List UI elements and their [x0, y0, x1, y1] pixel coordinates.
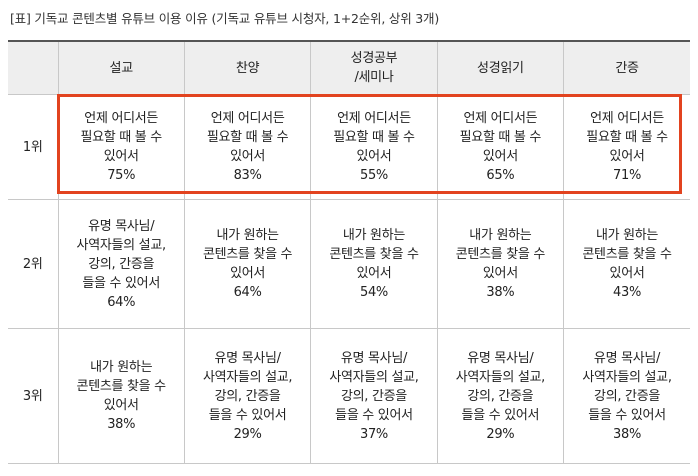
table-cell: 유명 목사님/ 사역자들의 설교, 강의, 간증을 들을 수 있어서 64% [57, 199, 185, 329]
reasons-table: 설교 찬양 성경공부 /세미나 성경읽기 간증 1위 언제 어디서든 필요할 때… [8, 40, 690, 464]
table-cell: 내가 원하는 콘텐츠를 찾을 수 있어서 38% [436, 199, 565, 329]
cell-percent: 29% [233, 426, 262, 442]
cell-percent: 75% [107, 168, 136, 183]
table-row-rank-3: 3위 내가 원하는 콘텐츠를 찾을 수 있어서 38% 유명 목사님/ 사역자들의… [8, 328, 690, 464]
table-title: [표] 기독교 콘텐츠별 유튜브 이용 이유 (기독교 유튜브 시청자, 1+2… [10, 11, 439, 26]
rank-label: 2위 [8, 199, 59, 329]
header-testimony: 간증 [563, 41, 690, 95]
table-cell: 내가 원하는 콘텐츠를 찾을 수 있어서 64% [183, 199, 312, 329]
cell-percent: 64% [233, 285, 262, 300]
table-cell: 내가 원하는 콘텐츠를 찾을 수 있어서 43% [563, 199, 690, 329]
cell-percent: 38% [107, 417, 136, 432]
cell-percent: 55% [359, 168, 388, 183]
header-sermon: 설교 [57, 41, 185, 95]
table-cell: 언제 어디서든 필요할 때 볼 수 있어서 55% [310, 94, 438, 200]
cell-percent: 83% [233, 168, 262, 183]
table-cell: 유명 목사님/ 사역자들의 설교, 강의, 간증을 들을 수 있어서 38% [563, 328, 690, 464]
table-cell: 언제 어디서든 필요할 때 볼 수 있어서 83% [183, 94, 312, 200]
table-row-rank-1: 1위 언제 어디서든 필요할 때 볼 수 있어서 75% 언제 어디서든 필요할 … [8, 94, 690, 200]
header-praise: 찬양 [183, 41, 312, 95]
header-bible-reading: 성경읽기 [436, 41, 565, 95]
header-bible-study: 성경공부 /세미나 [310, 41, 438, 95]
rank-label: 1위 [8, 94, 59, 200]
header-corner [8, 41, 59, 95]
table-cell: 유명 목사님/ 사역자들의 설교, 강의, 간증을 들을 수 있어서 29% [436, 328, 565, 464]
cell-percent: 43% [613, 285, 642, 300]
cell-percent: 71% [613, 168, 642, 183]
cell-percent: 29% [486, 426, 515, 442]
cell-percent: 38% [486, 285, 515, 300]
cell-percent: 64% [107, 294, 136, 310]
table-cell: 언제 어디서든 필요할 때 볼 수 있어서 75% [57, 94, 185, 200]
table-cell: 내가 원하는 콘텐츠를 찾을 수 있어서 38% [57, 328, 185, 464]
reasons-table-container: 설교 찬양 성경공부 /세미나 성경읽기 간증 1위 언제 어디서든 필요할 때… [8, 40, 690, 464]
cell-percent: 38% [613, 426, 642, 442]
rank-label: 3위 [8, 328, 59, 464]
table-cell: 내가 원하는 콘텐츠를 찾을 수 있어서 54% [310, 199, 438, 329]
cell-percent: 37% [359, 426, 388, 442]
table-cell: 유명 목사님/ 사역자들의 설교, 강의, 간증을 들을 수 있어서 37% [310, 328, 438, 464]
table-header-row: 설교 찬양 성경공부 /세미나 성경읽기 간증 [8, 41, 690, 95]
cell-percent: 65% [486, 168, 515, 183]
cell-percent: 54% [359, 285, 388, 300]
table-cell: 언제 어디서든 필요할 때 볼 수 있어서 71% [563, 94, 690, 200]
table-row-rank-2: 2위 유명 목사님/ 사역자들의 설교, 강의, 간증을 들을 수 있어서 64%… [8, 199, 690, 329]
table-cell: 언제 어디서든 필요할 때 볼 수 있어서 65% [436, 94, 565, 200]
table-cell: 유명 목사님/ 사역자들의 설교, 강의, 간증을 들을 수 있어서 29% [183, 328, 312, 464]
